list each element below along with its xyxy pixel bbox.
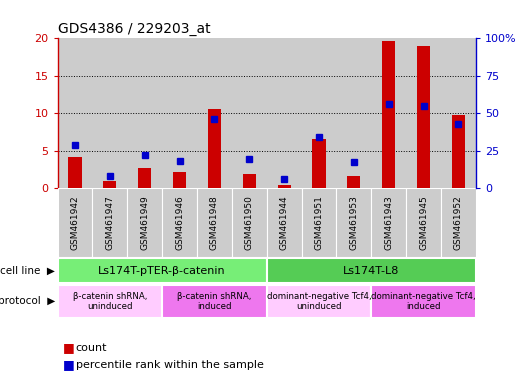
- Text: count: count: [76, 343, 107, 353]
- Bar: [406, 38, 441, 188]
- Bar: [104, 181, 116, 188]
- Bar: [232, 38, 267, 188]
- Text: GSM461943: GSM461943: [384, 195, 393, 250]
- Bar: [197, 38, 232, 188]
- Text: protocol  ▶: protocol ▶: [0, 296, 55, 306]
- Text: ■: ■: [63, 341, 74, 354]
- Text: percentile rank within the sample: percentile rank within the sample: [76, 360, 264, 370]
- Text: GSM461953: GSM461953: [349, 195, 358, 250]
- Bar: [302, 188, 336, 257]
- Bar: [382, 41, 395, 188]
- Bar: [336, 188, 371, 257]
- Bar: [347, 176, 360, 188]
- Bar: [417, 46, 430, 188]
- Bar: [406, 188, 441, 257]
- Text: β-catenin shRNA,
induced: β-catenin shRNA, induced: [177, 292, 252, 311]
- Bar: [371, 38, 406, 188]
- Bar: [208, 109, 221, 188]
- Text: GSM461947: GSM461947: [105, 195, 115, 250]
- Bar: [138, 169, 151, 188]
- Text: GSM461952: GSM461952: [454, 195, 463, 250]
- Text: cell line  ▶: cell line ▶: [0, 266, 55, 276]
- Bar: [93, 188, 127, 257]
- Bar: [267, 38, 302, 188]
- Text: Ls174T-pTER-β-catenin: Ls174T-pTER-β-catenin: [98, 266, 226, 276]
- Text: GSM461944: GSM461944: [280, 195, 289, 250]
- Bar: [267, 188, 302, 257]
- Text: dominant-negative Tcf4,
induced: dominant-negative Tcf4, induced: [371, 292, 476, 311]
- Bar: [302, 38, 336, 188]
- Bar: [173, 172, 186, 188]
- Bar: [278, 185, 291, 188]
- Bar: [267, 285, 371, 318]
- Bar: [312, 139, 325, 188]
- Text: GSM461951: GSM461951: [314, 195, 324, 250]
- Text: dominant-negative Tcf4,
uninduced: dominant-negative Tcf4, uninduced: [267, 292, 371, 311]
- Bar: [127, 188, 162, 257]
- Text: GSM461942: GSM461942: [71, 195, 79, 250]
- Bar: [69, 157, 82, 188]
- Bar: [58, 38, 93, 188]
- Bar: [452, 115, 465, 188]
- Bar: [58, 258, 267, 283]
- Bar: [162, 38, 197, 188]
- Bar: [58, 285, 162, 318]
- Bar: [127, 38, 162, 188]
- Text: GSM461949: GSM461949: [140, 195, 149, 250]
- Bar: [441, 188, 476, 257]
- Bar: [232, 188, 267, 257]
- Bar: [243, 174, 256, 188]
- Bar: [58, 188, 93, 257]
- Bar: [197, 188, 232, 257]
- Text: GDS4386 / 229203_at: GDS4386 / 229203_at: [58, 22, 210, 36]
- Text: β-catenin shRNA,
uninduced: β-catenin shRNA, uninduced: [73, 292, 147, 311]
- Bar: [441, 38, 476, 188]
- Bar: [336, 38, 371, 188]
- Bar: [162, 188, 197, 257]
- Bar: [267, 258, 476, 283]
- Text: Ls174T-L8: Ls174T-L8: [343, 266, 400, 276]
- Text: ■: ■: [63, 358, 74, 371]
- Text: GSM461950: GSM461950: [245, 195, 254, 250]
- Bar: [93, 38, 127, 188]
- Text: GSM461946: GSM461946: [175, 195, 184, 250]
- Text: GSM461945: GSM461945: [419, 195, 428, 250]
- Bar: [371, 188, 406, 257]
- Bar: [162, 285, 267, 318]
- Text: GSM461948: GSM461948: [210, 195, 219, 250]
- Bar: [371, 285, 476, 318]
